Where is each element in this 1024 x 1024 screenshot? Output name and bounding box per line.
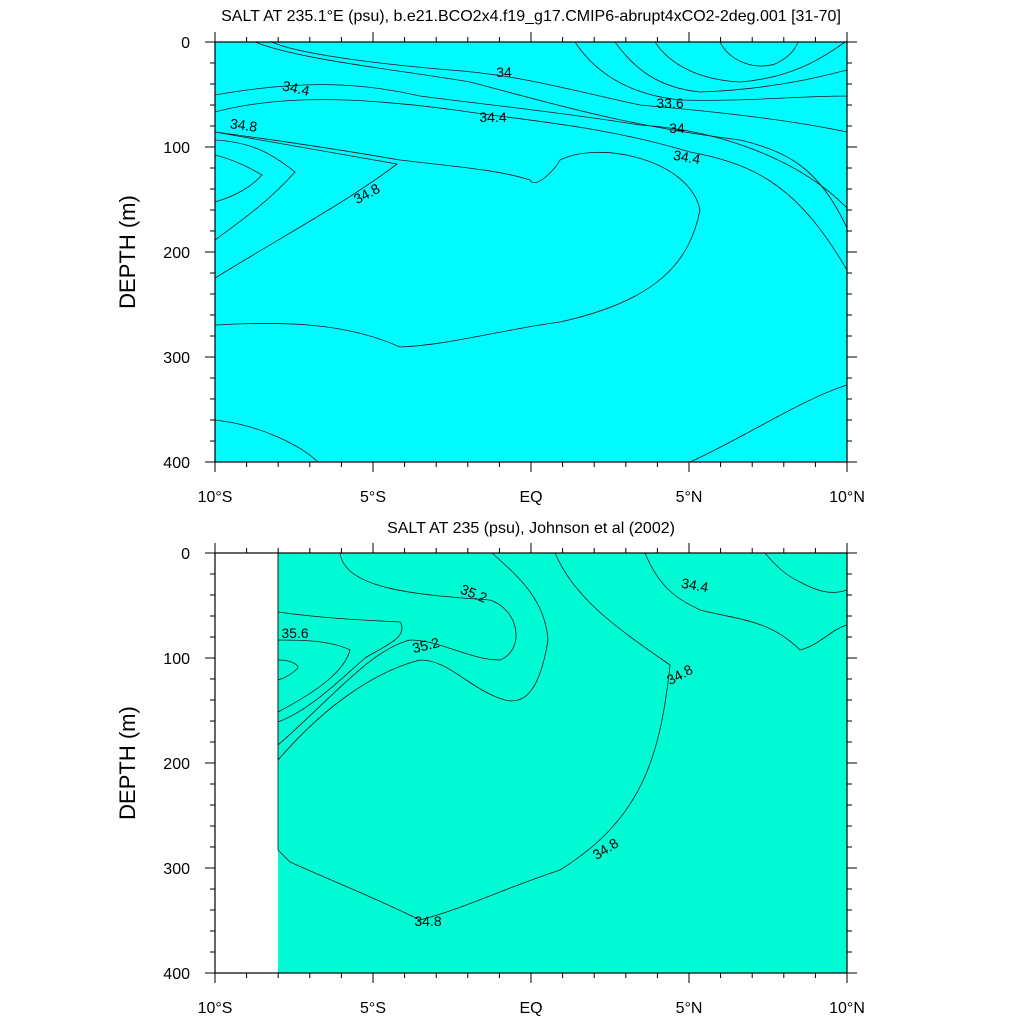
bottom-panel: SALT AT 235 (psu), Johnson et al (2002) … xyxy=(115,520,865,1017)
contour-label: 34.4 xyxy=(479,109,506,125)
x-tick-label: EQ xyxy=(519,1000,542,1017)
contour-label: 33.6 xyxy=(656,95,683,111)
bottom-blank xyxy=(215,553,278,973)
top-fill-33.6 xyxy=(614,42,847,93)
y-tick-label: 0 xyxy=(181,35,190,52)
top-fill-35.0 xyxy=(215,131,398,279)
x-tick-label: 5°S xyxy=(360,1000,386,1017)
top-fill-34.8 xyxy=(215,131,701,348)
contour-label: 34 xyxy=(669,120,685,136)
x-tick-label: EQ xyxy=(519,489,542,506)
y-tick-label: 400 xyxy=(163,455,190,472)
contour-label: 35.2 xyxy=(411,634,442,656)
top-fill-34.2 xyxy=(215,42,847,229)
top-panel: SALT AT 235.1°E (psu), b.e21.BCO2x4.f19_… xyxy=(115,8,865,506)
top-contour-labels: 34 33.6 34 34.4 34.4 34.4 34.8 34.8 xyxy=(229,64,702,207)
x-tick-label: 5°N xyxy=(676,1000,703,1017)
top-line-a xyxy=(215,84,847,209)
y-tick-label: 400 xyxy=(163,966,190,983)
top-contour-field xyxy=(215,42,847,462)
contour-label: 34.8 xyxy=(229,115,258,135)
y-tick-label: 200 xyxy=(163,756,190,773)
contour-label: 34.8 xyxy=(414,913,441,929)
contour-label: 34.4 xyxy=(680,575,710,596)
bottom-fill-35.6 xyxy=(277,639,351,713)
y-tick-label: 300 xyxy=(163,350,190,367)
x-tick-label: 5°S xyxy=(360,489,386,506)
x-tick-label: 10°N xyxy=(829,1000,865,1017)
x-tick-label: 10°S xyxy=(198,1000,233,1017)
bottom-contour-field xyxy=(215,553,847,973)
top-fill-34.6 xyxy=(215,42,847,462)
bottom-fill-35.4 xyxy=(277,611,403,723)
contour-label: 35.6 xyxy=(281,625,308,641)
bottom-fill-34.2 xyxy=(764,553,847,593)
y-tick-label: 0 xyxy=(181,546,190,563)
top-fill-35.4 xyxy=(215,154,263,203)
top-fill-33.4 xyxy=(654,42,846,83)
bottom-fill-34.6 xyxy=(278,553,847,973)
top-fill-34.4 xyxy=(215,42,847,271)
y-tick-label: 200 xyxy=(163,245,190,262)
contour-label: 34 xyxy=(496,64,512,80)
bottom-axis: 10°S 5°S EQ 5°N 10°N 0 100 200 300 400 D… xyxy=(115,543,865,1017)
x-tick-label: 5°N xyxy=(676,489,703,506)
bottom-fill-35.0 xyxy=(277,553,549,762)
bottom-fill-35.2 xyxy=(277,553,517,746)
bottom-panel-title: SALT AT 235 (psu), Johnson et al (2002) xyxy=(387,520,675,537)
x-tick-label: 10°N xyxy=(829,489,865,506)
top-fill-33.8 xyxy=(574,42,847,101)
y-tick-label: 300 xyxy=(163,861,190,878)
y-tick-label: 100 xyxy=(163,140,190,157)
bottom-fill-34.8 xyxy=(277,553,671,921)
contour-label: 34.4 xyxy=(281,77,311,98)
contour-label: 34.4 xyxy=(672,147,702,168)
y-tick-label: 100 xyxy=(163,651,190,668)
x-tick-label: 10°S xyxy=(198,489,233,506)
top-axis: 10°S 5°S EQ 5°N 10°N 0 100 200 300 400 D… xyxy=(115,32,865,506)
bottom-fill-35.8 xyxy=(277,659,299,681)
top-fill-34.0 xyxy=(271,42,847,133)
bottom-fill-34.4 xyxy=(644,553,847,651)
top-y-axis-label: DEPTH (m) xyxy=(115,195,140,309)
bottom-y-axis-label: DEPTH (m) xyxy=(115,706,140,820)
top-fill-33.2 xyxy=(719,42,799,67)
top-panel-title: SALT AT 235.1°E (psu), b.e21.BCO2x4.f19_… xyxy=(221,8,841,25)
top-fill-35.2 xyxy=(215,139,296,241)
